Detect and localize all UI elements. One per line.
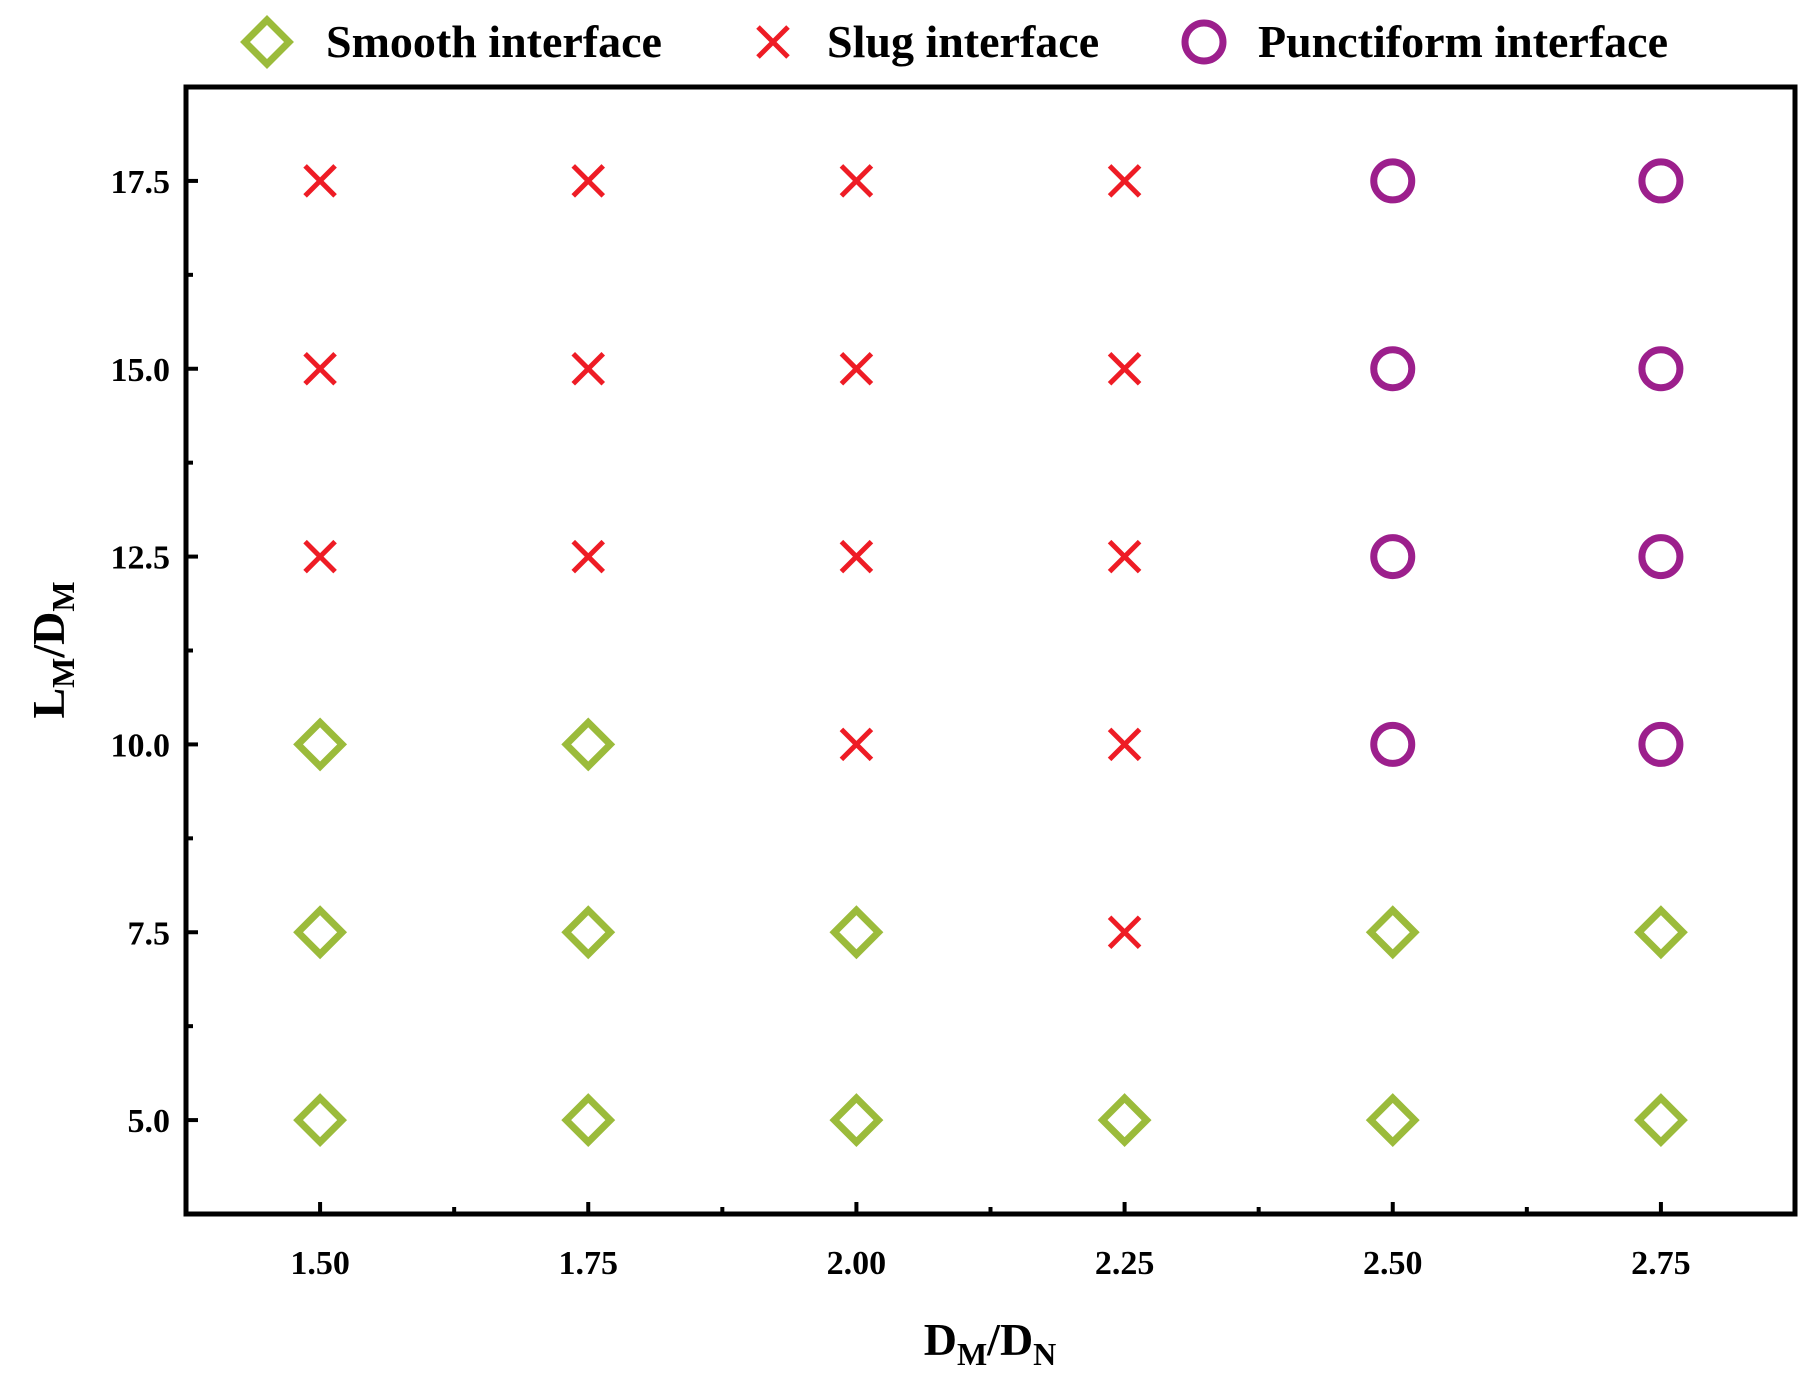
x-marker-stroke — [839, 351, 874, 386]
data-point-x — [303, 539, 337, 574]
y-tick-label: 17.5 — [111, 164, 171, 201]
legend-label: Slug interface — [827, 16, 1099, 67]
y-tick-label: 15.0 — [111, 352, 171, 389]
data-point-x — [1107, 351, 1142, 386]
data-point-circle — [1370, 534, 1416, 580]
legend-marker-x — [756, 25, 790, 59]
data-point-x — [1107, 539, 1142, 574]
y-tick-label: 12.5 — [111, 540, 171, 577]
series-diamond — [293, 717, 1688, 1148]
axis-ticks: 1.50 1.75 2.00 2.25 2.50 2.75 5.0 7.5 10.0 12.5 15… — [111, 164, 1691, 1282]
data-point-x — [839, 351, 874, 386]
y-tick-label: 7.5 — [128, 915, 171, 952]
data-point-diamond — [561, 905, 616, 960]
x-marker-stroke — [839, 727, 874, 762]
data-point-x — [1107, 164, 1142, 198]
data-point-diamond — [293, 1093, 348, 1148]
data-point-x — [303, 164, 337, 198]
data-points — [293, 158, 1688, 1148]
x-marker-stroke — [1107, 727, 1142, 762]
data-point-diamond — [1633, 905, 1688, 960]
x-tick-label: 2.00 — [827, 1245, 887, 1282]
y-axis-title: LM/DM — [23, 581, 81, 718]
x-marker-stroke — [303, 164, 337, 198]
data-point-diamond — [293, 905, 348, 960]
legend-marker-diamond — [240, 15, 294, 69]
x-marker-stroke — [303, 351, 337, 386]
y-tick-label: 5.0 — [128, 1103, 171, 1140]
data-point-diamond — [561, 1093, 616, 1148]
data-point-x — [839, 539, 874, 574]
data-point-x — [1107, 915, 1142, 950]
data-point-x — [1107, 727, 1142, 762]
x-marker-stroke — [839, 539, 874, 574]
legend-item: Slug interface — [756, 16, 1099, 67]
series-x — [303, 164, 1142, 950]
data-point-circle — [1370, 721, 1416, 767]
x-marker-stroke — [1107, 351, 1142, 386]
data-point-diamond — [829, 905, 884, 960]
legend: Smooth interface Slug interface Punctiform… — [240, 15, 1668, 69]
x-marker-stroke — [303, 539, 337, 574]
data-point-x — [839, 727, 874, 762]
data-point-diamond — [1633, 1093, 1688, 1148]
legend-item: Smooth interface — [240, 15, 662, 69]
x-tick-label: 1.75 — [559, 1245, 619, 1282]
data-point-diamond — [561, 717, 616, 772]
data-point-diamond — [1365, 1093, 1420, 1148]
x-marker-stroke — [571, 539, 606, 574]
x-tick-label: 1.50 — [290, 1245, 350, 1282]
data-point-diamond — [829, 1093, 884, 1148]
x-marker-stroke — [571, 351, 606, 386]
x-marker-stroke — [1107, 915, 1142, 950]
data-point-diamond — [1097, 1093, 1152, 1148]
plot-area-frame — [183, 84, 1798, 1217]
data-point-x — [571, 539, 606, 574]
x-marker-stroke — [1107, 164, 1142, 198]
legend-label: Punctiform interface — [1258, 16, 1668, 67]
x-marker-stroke — [1107, 539, 1142, 574]
data-point-x — [571, 164, 606, 198]
x-marker-stroke — [839, 164, 874, 198]
legend-label: Smooth interface — [326, 16, 662, 67]
data-point-circle — [1638, 721, 1684, 767]
x-marker-stroke — [756, 25, 790, 59]
data-point-circle — [1370, 158, 1416, 204]
data-point-diamond — [1365, 905, 1420, 960]
x-marker-stroke — [571, 164, 606, 198]
data-point-diamond — [293, 717, 348, 772]
legend-marker-circle — [1181, 19, 1227, 65]
data-point-x — [839, 164, 874, 198]
data-point-circle — [1370, 346, 1416, 392]
x-axis-title: DM/DN — [924, 1314, 1057, 1372]
data-point-circle — [1638, 534, 1684, 580]
data-point-circle — [1638, 158, 1684, 204]
legend-item: Punctiform interface — [1181, 16, 1668, 67]
x-tick-label: 2.50 — [1363, 1245, 1423, 1282]
data-point-circle — [1638, 346, 1684, 392]
data-point-x — [571, 351, 606, 386]
series-circle — [1370, 158, 1684, 767]
x-tick-label: 2.25 — [1095, 1245, 1155, 1282]
data-point-x — [303, 351, 337, 386]
x-tick-label: 2.75 — [1631, 1245, 1691, 1282]
y-tick-label: 10.0 — [111, 727, 171, 764]
